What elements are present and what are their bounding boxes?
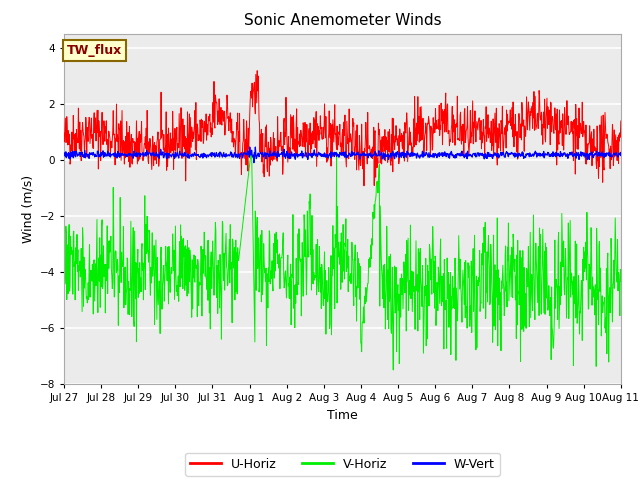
W-Vert xyxy=(250,160,258,166)
U-Horiz xyxy=(134,135,141,141)
W-Vert xyxy=(248,152,256,157)
V-Horiz xyxy=(154,287,162,293)
U-Horiz xyxy=(302,122,310,128)
U-Horiz xyxy=(154,129,162,135)
V-Horiz xyxy=(389,367,397,373)
Text: TW_flux: TW_flux xyxy=(67,44,122,57)
Line: W-Vert: W-Vert xyxy=(64,147,621,163)
V-Horiz xyxy=(134,246,141,252)
W-Vert xyxy=(154,154,162,160)
Title: Sonic Anemometer Winds: Sonic Anemometer Winds xyxy=(244,13,441,28)
W-Vert xyxy=(134,151,141,156)
V-Horiz xyxy=(60,287,68,293)
U-Horiz xyxy=(60,130,68,136)
V-Horiz xyxy=(247,148,255,154)
W-Vert xyxy=(303,150,310,156)
U-Horiz xyxy=(617,118,625,124)
V-Horiz xyxy=(302,259,310,265)
W-Vert xyxy=(365,151,373,156)
Line: U-Horiz: U-Horiz xyxy=(64,71,621,186)
W-Vert xyxy=(617,153,625,158)
V-Horiz xyxy=(353,286,361,291)
U-Horiz xyxy=(353,122,361,128)
U-Horiz xyxy=(360,183,368,189)
U-Horiz xyxy=(365,146,373,152)
V-Horiz xyxy=(365,257,372,263)
Line: V-Horiz: V-Horiz xyxy=(64,151,621,370)
X-axis label: Time: Time xyxy=(327,408,358,421)
Y-axis label: Wind (m/s): Wind (m/s) xyxy=(21,175,34,243)
W-Vert xyxy=(246,144,253,150)
W-Vert xyxy=(354,151,362,156)
V-Horiz xyxy=(617,278,625,284)
U-Horiz xyxy=(253,68,261,73)
V-Horiz xyxy=(248,176,256,181)
W-Vert xyxy=(60,151,68,157)
U-Horiz xyxy=(248,95,255,101)
Legend: U-Horiz, V-Horiz, W-Vert: U-Horiz, V-Horiz, W-Vert xyxy=(185,453,500,476)
